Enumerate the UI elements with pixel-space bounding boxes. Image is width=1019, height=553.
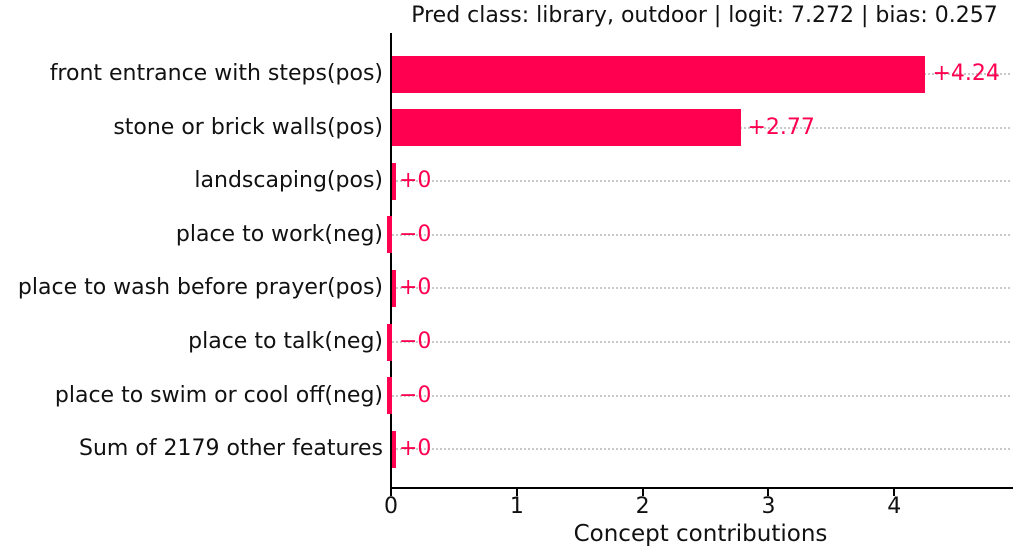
category-label: stone or brick walls(pos) <box>113 114 383 140</box>
x-tick-label: 1 <box>509 494 524 519</box>
bar-value-label: −0 <box>399 221 432 247</box>
x-tick-mark <box>641 489 644 496</box>
x-tick-label: 0 <box>384 494 398 519</box>
gridline <box>392 180 1010 183</box>
x-tick-label: 3 <box>761 494 776 519</box>
x-axis-label: Concept contributions <box>573 521 828 547</box>
bar-value-label: +4.24 <box>932 61 1000 86</box>
contribution-bar <box>392 109 741 147</box>
gridline <box>392 233 1010 236</box>
contribution-bar <box>387 377 392 415</box>
gridline <box>392 448 1010 451</box>
bar-value-label: −0 <box>399 382 432 408</box>
category-label: place to talk(neg) <box>188 329 383 354</box>
contribution-bar <box>392 162 396 200</box>
category-label: landscaping(pos) <box>194 168 383 194</box>
x-tick-mark <box>515 489 518 496</box>
category-label: Sum of 2179 other features <box>78 436 383 462</box>
bar-value-label: −0 <box>399 329 432 354</box>
bar-value-label: +2.77 <box>747 114 815 140</box>
gridline <box>392 394 1010 397</box>
contribution-bar <box>392 430 396 468</box>
category-label: place to swim or cool off(neg) <box>54 382 383 408</box>
category-label: front entrance with steps(pos) <box>49 61 383 86</box>
x-tick-label: 4 <box>887 494 902 519</box>
category-label: place to wash before prayer(pos) <box>17 275 383 301</box>
contribution-bar <box>392 269 396 307</box>
x-tick-mark <box>893 489 896 496</box>
bar-value-label: +0 <box>399 275 432 301</box>
x-tick-mark <box>767 489 770 496</box>
contribution-bar <box>387 216 392 254</box>
plot-area <box>387 33 1013 489</box>
bar-value-label: +0 <box>399 168 432 194</box>
contribution-bar <box>392 55 926 93</box>
category-label: place to work(neg) <box>175 221 383 247</box>
bar-value-label: +0 <box>399 436 432 462</box>
x-tick-mark <box>390 489 392 496</box>
gridline <box>392 341 1010 343</box>
x-tick-label: 2 <box>635 494 650 519</box>
gridline <box>392 287 1010 290</box>
chart-title: Pred class: library, outdoor | logit: 7.… <box>411 3 998 28</box>
contribution-bar <box>387 323 392 361</box>
